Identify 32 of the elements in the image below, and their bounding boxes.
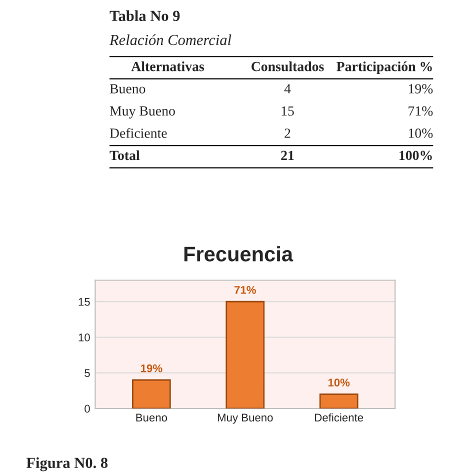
text: Tabla No 9 (110, 10, 180, 22)
text: Muy Bueno (110, 106, 175, 118)
text: 71% (408, 106, 433, 116)
text: Participación % (336, 61, 432, 74)
text: 19% (408, 84, 433, 94)
text: 100% (400, 150, 432, 160)
y-tick-label: 0 (84, 404, 90, 413)
text: Deficiente (110, 128, 167, 138)
annotation: 71% (234, 286, 256, 294)
text: Total (110, 150, 140, 160)
bar (132, 379, 171, 408)
text: 21 (281, 150, 294, 160)
y-tick-label: 15 (78, 298, 90, 306)
chart-title: Frecuencia (184, 246, 294, 262)
text: Consultados (252, 61, 324, 72)
text: 10% (408, 128, 433, 138)
annotation: 19% (141, 364, 162, 372)
bar (319, 394, 358, 408)
x-tick-label: Deficiente (315, 413, 364, 422)
annotation: 10% (328, 378, 350, 386)
text: 2 (284, 128, 290, 138)
text: Alternativas (131, 61, 204, 72)
y-tick-label: 10 (78, 334, 90, 342)
x-tick-label: Muy Bueno (218, 414, 273, 424)
text: 4 (284, 84, 291, 94)
text: Figura N0. 8 (26, 457, 108, 472)
text: 15 (282, 106, 294, 116)
x-tick-label: Bueno (136, 414, 168, 422)
bar (226, 300, 265, 408)
text: Relación Comercial (109, 34, 232, 46)
y-tick-label: 5 (84, 369, 90, 378)
text: Bueno (110, 84, 146, 94)
